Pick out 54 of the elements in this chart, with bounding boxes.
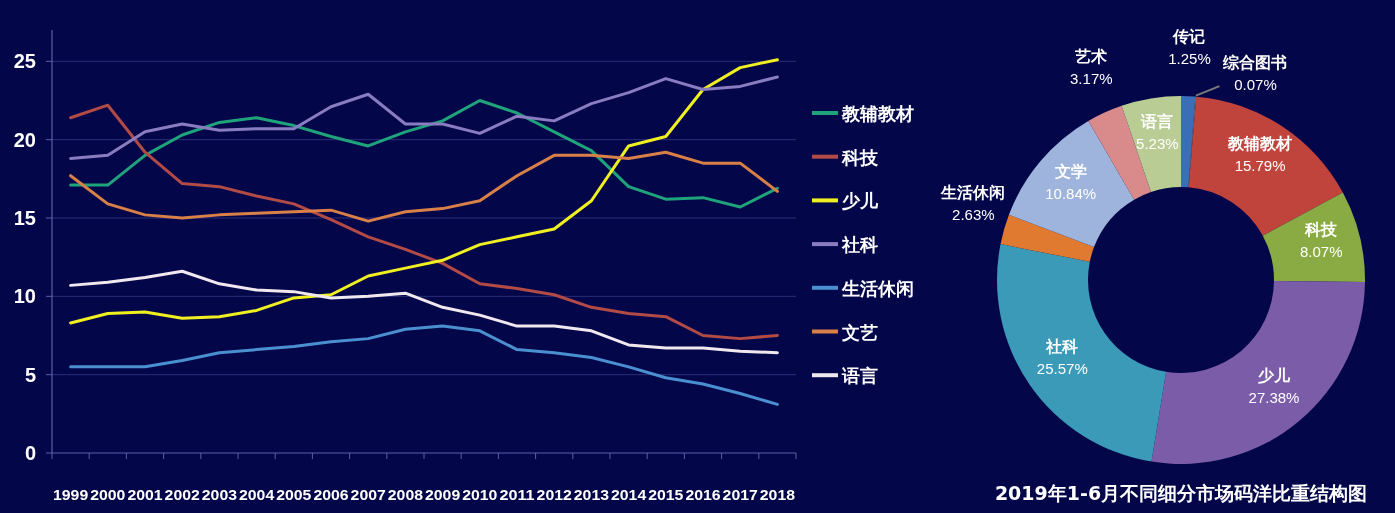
x-tick-label: 2014 (611, 486, 647, 503)
slice-label: 文学 (1053, 161, 1087, 181)
data-label: 8.07% (1300, 243, 1343, 261)
x-tick-label: 2013 (573, 486, 609, 503)
legend-label: 语言 (841, 365, 878, 387)
x-tick-label: 2008 (387, 486, 423, 503)
x-tick-label: 2000 (90, 486, 126, 503)
x-tick-label: 2004 (239, 486, 275, 503)
data-label: 3.17% (1070, 69, 1113, 87)
x-tick-label: 2016 (685, 486, 721, 503)
text: 2019年1-6月不同细分市场码洋比重结构图 (994, 482, 1368, 504)
x-tick-label: 2018 (759, 486, 795, 503)
data-label: 25.57% (1036, 360, 1088, 378)
slice-label: 艺术 (1074, 46, 1108, 66)
y-tick-label: 25 (13, 50, 36, 73)
x-tick-label: 1999 (53, 486, 89, 503)
legend-label: 生活休闲 (841, 277, 914, 299)
data-label: 15.79% (1234, 157, 1286, 175)
y-tick-label: 20 (13, 128, 36, 151)
y-tick-label: 10 (13, 285, 36, 308)
data-label: 5.23% (1136, 135, 1179, 153)
x-tick-label: 2007 (350, 486, 386, 503)
x-tick-label: 2002 (164, 486, 200, 503)
x-tick-label: 2017 (722, 486, 758, 503)
legend-label: 少儿 (842, 190, 879, 212)
x-tick-label: 2009 (425, 486, 461, 503)
data-label: 27.38% (1248, 388, 1300, 406)
x-tick-label: 2005 (276, 486, 312, 503)
x-tick-label: 2003 (201, 486, 237, 503)
legend-label: 社科 (841, 234, 878, 256)
legend-label: 教辅教材 (841, 103, 914, 124)
y-tick-label: 5 (24, 363, 36, 386)
x-tick-label: 2012 (536, 486, 572, 503)
x-tick-label: 2011 (499, 486, 535, 503)
slice-label: 少儿 (1258, 365, 1292, 385)
data-label: 2.63% (952, 206, 995, 224)
y-tick-label: 15 (13, 207, 36, 229)
slice-label: 传记 (1172, 27, 1206, 47)
legend-label: 文艺 (841, 321, 878, 343)
y-tick-label: 0 (24, 442, 36, 464)
data-label: 0.07% (1234, 76, 1277, 94)
x-tick-label: 2001 (127, 486, 163, 503)
legend-label: 科技 (841, 146, 879, 168)
x-tick-label: 2015 (648, 486, 684, 503)
data-label: 1.25% (1168, 50, 1211, 68)
slice-label: 社科 (1045, 337, 1079, 357)
x-tick-label: 2010 (462, 486, 498, 503)
data-label: 10.84% (1045, 184, 1097, 202)
slice-label: 教辅教材 (1227, 134, 1293, 154)
slice-label: 生活休闲 (940, 183, 1006, 203)
x-tick-label: 2006 (313, 486, 349, 503)
slice-label: 综合图书 (1222, 53, 1288, 73)
slice-label: 科技 (1304, 220, 1339, 240)
slice-label: 语言 (1140, 112, 1174, 132)
